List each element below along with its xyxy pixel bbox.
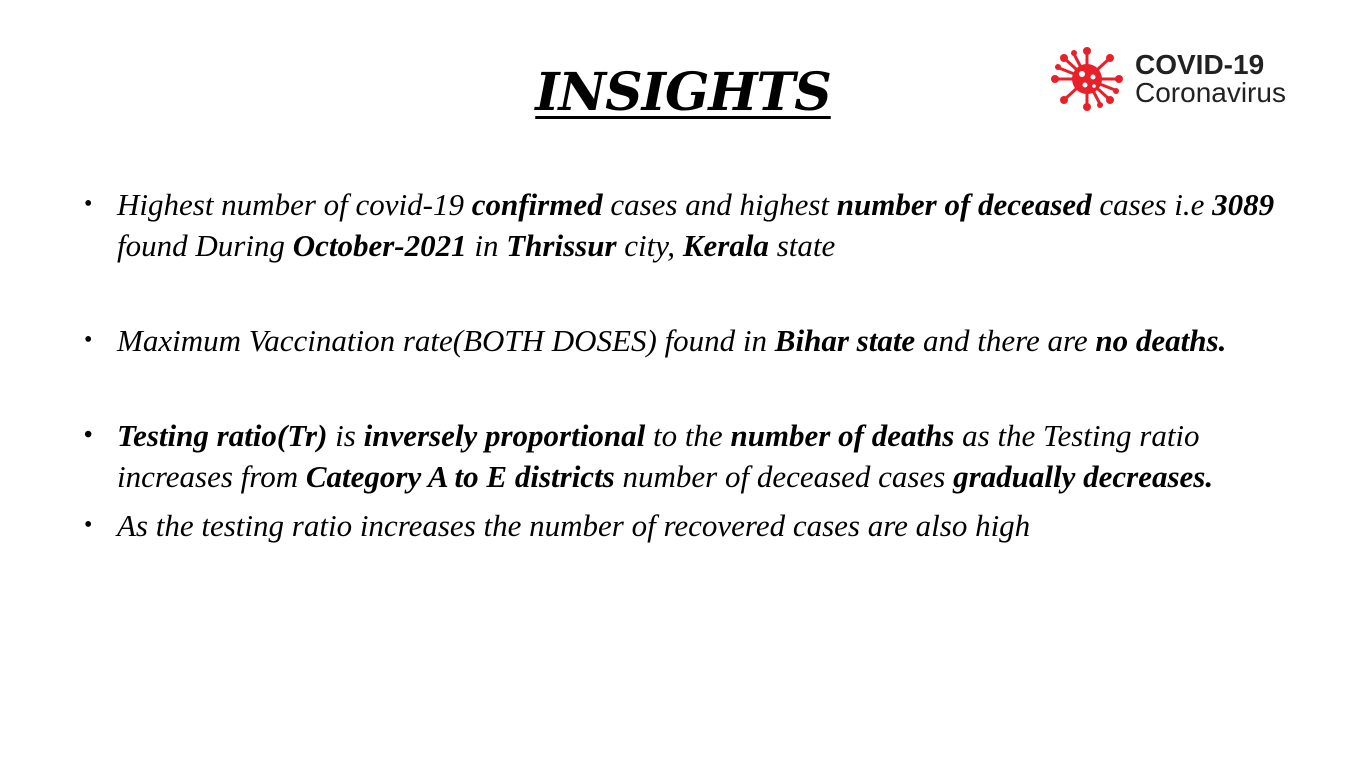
bullet-segment: in — [466, 228, 507, 263]
slide-title: INSIGHTS — [535, 62, 832, 123]
bullet-emphasis: number of deceased — [836, 187, 1092, 222]
bullet-segment: cases and highest — [602, 187, 837, 222]
bullet-emphasis: 3089 — [1212, 187, 1275, 222]
insights-list: • Highest number of covid-19 confirmed c… — [80, 184, 1280, 546]
bullet-emphasis: number of deaths — [730, 418, 955, 453]
bullet-marker: • — [84, 191, 93, 217]
bullet-segment: as the Testing ratio increases from — [117, 418, 1200, 494]
virus-icon — [1051, 47, 1123, 111]
bullet-emphasis: Kerala — [682, 228, 769, 263]
bullet-text: Maximum Vaccination rate(BOTH DOSES) fou… — [117, 323, 1226, 358]
bullet-segment: state — [768, 228, 836, 263]
bullet-text: Testing ratio(Tr) is inversely proportio… — [117, 418, 1213, 494]
bullet-emphasis: confirmed — [471, 187, 603, 222]
covid-logo: COVID-19 Coronavirus — [1045, 44, 1345, 114]
logo-subtitle: Coronavirus — [1135, 77, 1286, 108]
bullet-segment: and there are — [915, 323, 1096, 358]
bullet-segment: found During — [117, 228, 293, 263]
bullet-emphasis: Testing ratio(Tr) — [117, 418, 328, 453]
bullet-emphasis: no deaths. — [1095, 323, 1227, 358]
bullet-segment: to the — [645, 418, 731, 453]
bullet-marker: • — [84, 327, 93, 353]
bullet-segment: cases i.e — [1091, 187, 1213, 222]
bullet-emphasis: Bihar state — [774, 323, 916, 358]
bullet-emphasis: October-2021 — [292, 228, 467, 263]
bullet-emphasis: Thrissur — [506, 228, 617, 263]
bullet-text: As the testing ratio increases the numbe… — [117, 508, 1030, 543]
bullet-text: Highest number of covid-19 confirmed cas… — [117, 187, 1274, 263]
insight-item: • Testing ratio(Tr) is inversely proport… — [80, 415, 1280, 497]
logo-title: COVID-19 — [1135, 49, 1265, 80]
bullet-segment: city, — [616, 228, 683, 263]
bullet-emphasis: inversely proportional — [363, 418, 646, 453]
bullet-segment: Maximum Vaccination rate(BOTH DOSES) fou… — [117, 323, 775, 358]
bullet-marker: • — [84, 422, 93, 448]
bullet-segment: Highest number of covid-19 — [117, 187, 472, 222]
bullet-emphasis: gradually decreases. — [953, 459, 1214, 494]
bullet-marker: • — [84, 512, 93, 538]
insight-item: • Highest number of covid-19 confirmed c… — [80, 184, 1280, 266]
bullet-emphasis: Category A to E districts — [305, 459, 615, 494]
bullet-segment: As the testing ratio increases the numbe… — [117, 508, 1031, 543]
bullet-segment: number of deceased cases — [614, 459, 954, 494]
bullet-segment: is — [327, 418, 364, 453]
insight-item: • As the testing ratio increases the num… — [80, 505, 1280, 546]
insight-item: • Maximum Vaccination rate(BOTH DOSES) f… — [80, 320, 1280, 361]
